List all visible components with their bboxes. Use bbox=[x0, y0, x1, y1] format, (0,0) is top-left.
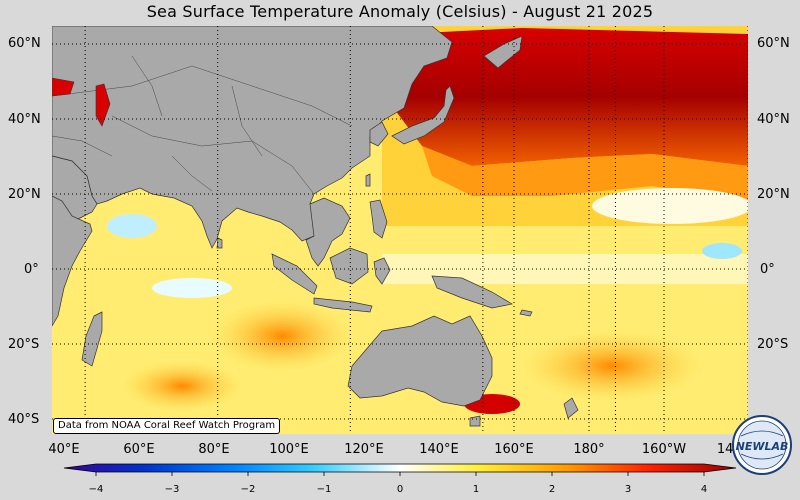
africa bbox=[52, 195, 93, 327]
new-guinea bbox=[431, 275, 513, 309]
colorbar-tick-label: 2 bbox=[548, 484, 556, 495]
lon-label-180: 180° bbox=[573, 442, 605, 457]
south-pacific-warm-spot bbox=[522, 331, 702, 401]
lon-label-160e: 160°E bbox=[494, 442, 534, 457]
lon-label-40e: 40°E bbox=[48, 442, 80, 457]
colorbar-gradient bbox=[63, 463, 737, 473]
eurasia-landmass bbox=[52, 26, 453, 249]
new-zealand bbox=[563, 397, 579, 419]
lat-label-20n-right: 20°N bbox=[757, 187, 790, 202]
madagascar bbox=[81, 311, 103, 367]
colorbar-tick-label: 0 bbox=[396, 484, 404, 495]
indian-ocean-cool-patch bbox=[152, 278, 232, 298]
sri-lanka bbox=[216, 237, 223, 249]
lat-label-eq-right: 0° bbox=[760, 262, 775, 277]
colorbar-tick-label: −1 bbox=[316, 484, 332, 495]
land bbox=[52, 26, 579, 427]
colorbar bbox=[63, 463, 737, 476]
sulawesi bbox=[373, 257, 391, 285]
lat-label-60n-right: 60°N bbox=[757, 36, 790, 51]
country-borders bbox=[52, 55, 353, 195]
black-sea bbox=[52, 77, 75, 97]
java bbox=[313, 297, 373, 313]
logo-text: NEWLAB bbox=[736, 440, 789, 453]
lat-label-60n: 60°N bbox=[8, 36, 41, 51]
lat-label-20s-right: 20°S bbox=[757, 337, 789, 352]
north-pacific-orange-margin bbox=[422, 146, 748, 201]
sumatra bbox=[271, 253, 318, 295]
data-credit: Data from NOAA Coral Reef Watch Program bbox=[53, 418, 281, 434]
indian-ocean-warm-spot bbox=[212, 301, 352, 371]
sst-anomaly-map bbox=[52, 26, 748, 434]
philippines bbox=[369, 199, 388, 239]
tasmania bbox=[469, 415, 481, 427]
borneo bbox=[329, 247, 369, 285]
lon-label-100e: 100°E bbox=[269, 442, 309, 457]
central-pacific-cool-patch bbox=[702, 243, 742, 259]
central-pacific-neutral-patch bbox=[592, 188, 748, 224]
lat-label-20n: 20°N bbox=[8, 187, 41, 202]
colorbar-tick-label: 3 bbox=[624, 484, 632, 495]
japan bbox=[391, 85, 455, 145]
lon-label-80e: 80°E bbox=[198, 442, 230, 457]
colorbar-tick-label: −2 bbox=[240, 484, 256, 495]
korea bbox=[369, 121, 389, 147]
solomon-islands bbox=[519, 309, 533, 317]
lon-label-160w: 160°W bbox=[641, 442, 687, 457]
colorbar-tick-label: −4 bbox=[88, 484, 104, 495]
lon-label-120e: 120°E bbox=[344, 442, 384, 457]
colorbar-tick-label: −3 bbox=[164, 484, 180, 495]
lat-label-40s: 40°S bbox=[8, 412, 40, 427]
lat-label-eq: 0° bbox=[24, 262, 39, 277]
north-pacific-hot-anomaly bbox=[392, 28, 748, 166]
map-title: Sea Surface Temperature Anomaly (Celsius… bbox=[146, 2, 654, 21]
lon-label-60e: 60°E bbox=[123, 442, 155, 457]
colorbar-tick-label: 4 bbox=[700, 484, 708, 495]
arabian-sea-cool-patch bbox=[107, 214, 157, 238]
lat-label-40n: 40°N bbox=[8, 112, 41, 127]
lat-label-20s: 20°S bbox=[8, 337, 40, 352]
southern-indian-warm-spot bbox=[122, 361, 242, 411]
lon-label-140e: 140°E bbox=[419, 442, 459, 457]
newlab-logo: NEWLAB bbox=[732, 415, 792, 475]
caspian-sea bbox=[95, 83, 111, 127]
indochina bbox=[305, 197, 351, 267]
colorbar-tick-label: 1 bbox=[472, 484, 480, 495]
australia bbox=[347, 315, 493, 407]
taiwan bbox=[365, 173, 371, 187]
lat-label-40n-right: 40°N bbox=[757, 112, 790, 127]
